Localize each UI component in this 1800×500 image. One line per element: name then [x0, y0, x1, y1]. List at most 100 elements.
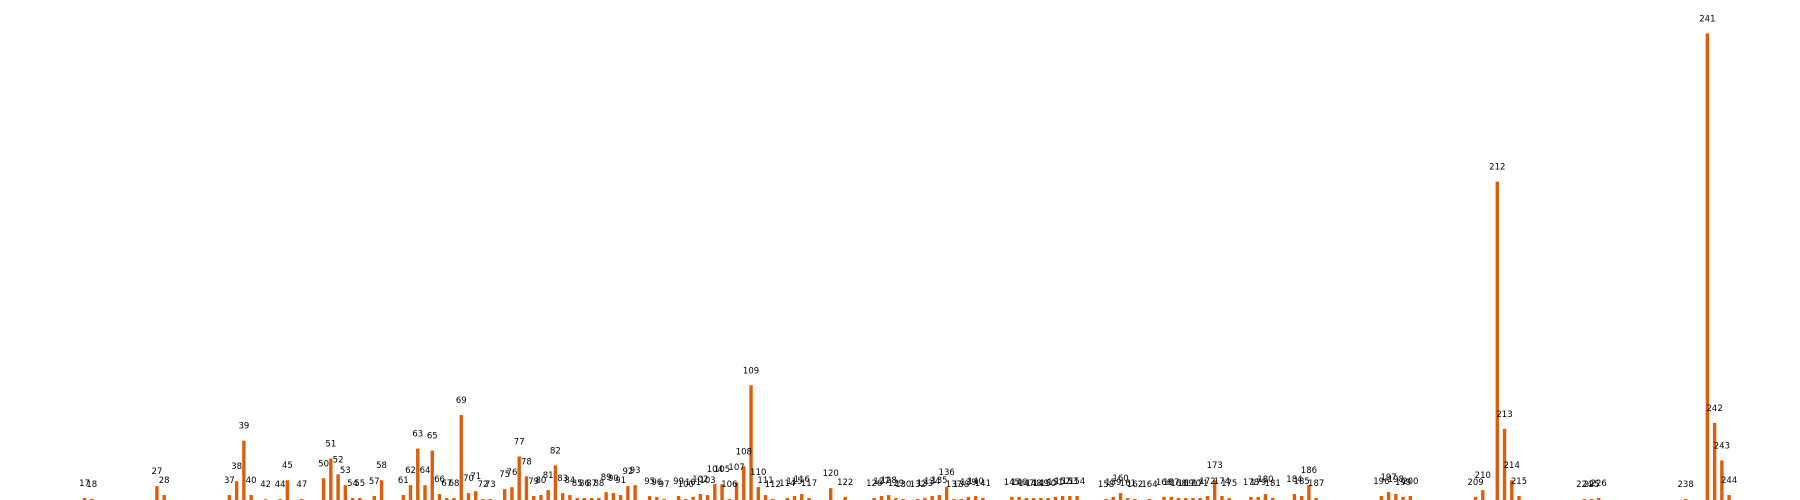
data-label-75: 75: [499, 470, 510, 480]
bar-55: [358, 498, 362, 500]
bar-159: [1111, 497, 1115, 500]
bar-152: [1060, 496, 1065, 500]
bar-95: [647, 496, 652, 500]
data-label-51: 51: [325, 439, 336, 449]
bar-51: [329, 458, 333, 500]
data-label-85: 85: [572, 479, 583, 489]
bar-104: [713, 484, 717, 500]
data-label-150: 150: [1040, 479, 1056, 489]
bar-52: [336, 474, 340, 500]
data-label-178: 178: [1243, 478, 1259, 488]
bar-84: [568, 495, 572, 500]
data-label-179: 179: [1250, 478, 1266, 488]
bar-134: [930, 496, 934, 500]
bar-187: [1314, 498, 1318, 500]
bar-175: [1227, 498, 1231, 500]
data-label-210: 210: [1475, 471, 1491, 481]
data-label-82: 82: [550, 446, 561, 456]
bar-168: [1176, 498, 1181, 500]
bar-45: [285, 480, 290, 500]
data-label-90: 90: [608, 474, 619, 484]
bar-184: [1292, 494, 1297, 500]
data-label-166: 166: [1156, 478, 1172, 488]
bar-68: [452, 498, 456, 500]
data-label-106: 106: [721, 480, 737, 490]
data-label-95: 95: [644, 477, 655, 487]
bar-89: [604, 492, 608, 500]
bar-213: [1502, 428, 1507, 500]
bar-96: [655, 497, 659, 500]
bar-37: [227, 495, 232, 500]
data-label-141: 141: [975, 479, 991, 489]
bar-17: [82, 498, 87, 500]
bar-181: [1270, 498, 1275, 500]
bar-64: [423, 485, 427, 500]
data-label-73: 73: [485, 480, 496, 490]
data-label-62: 62: [405, 466, 416, 476]
data-label-117: 117: [801, 479, 817, 489]
bar-145: [1010, 497, 1014, 500]
bar-53: [343, 485, 348, 500]
bar-226: [1597, 498, 1601, 500]
data-label-149: 149: [1033, 479, 1049, 489]
data-label-187: 187: [1308, 479, 1324, 489]
bar-127: [879, 496, 884, 500]
bar-196: [1379, 496, 1384, 500]
bar-171: [1198, 498, 1202, 500]
data-label-139: 139: [960, 478, 976, 488]
data-label-138: 138: [953, 480, 969, 490]
data-label-50: 50: [318, 459, 329, 469]
bar-147: [1024, 498, 1029, 500]
bar-129: [894, 498, 898, 500]
data-label-77: 77: [514, 438, 525, 448]
data-label-44: 44: [275, 480, 286, 490]
bar-92: [626, 486, 630, 500]
data-label-213: 213: [1496, 410, 1512, 420]
data-label-137: 137: [946, 480, 962, 490]
bar-111: [763, 495, 768, 500]
bar-114: [785, 498, 789, 500]
bar-166: [1162, 497, 1166, 500]
data-label-146: 146: [1011, 478, 1027, 488]
bar-80: [539, 495, 543, 500]
data-label-153: 153: [1062, 477, 1078, 487]
data-label-212: 212: [1489, 163, 1505, 173]
data-label-154: 154: [1069, 477, 1085, 487]
bar-141: [981, 498, 985, 500]
data-label-114: 114: [779, 479, 795, 489]
data-label-67: 67: [441, 479, 452, 489]
bar-244: [1727, 495, 1731, 500]
bar-174: [1220, 496, 1224, 500]
data-label-243: 243: [1714, 441, 1730, 451]
bar-28: [162, 495, 166, 500]
bar-62: [408, 485, 413, 500]
data-label-130: 130: [895, 480, 911, 490]
bar-76: [510, 487, 514, 500]
data-label-136: 136: [939, 468, 955, 478]
data-label-66: 66: [434, 475, 445, 485]
data-label-242: 242: [1707, 404, 1723, 414]
bar-139: [966, 497, 971, 500]
data-label-18: 18: [86, 480, 97, 490]
bar-69: [459, 414, 463, 500]
data-label-109: 109: [743, 366, 759, 376]
data-label-86: 86: [579, 479, 590, 489]
bar-186: [1307, 485, 1311, 500]
bar-63: [416, 448, 420, 500]
data-label-52: 52: [333, 455, 344, 465]
bar-81: [546, 490, 550, 500]
data-label-199: 199: [1395, 478, 1411, 488]
data-label-71: 71: [470, 472, 481, 482]
data-label-101: 101: [685, 478, 701, 488]
data-label-54: 54: [347, 479, 358, 489]
data-label-169: 169: [1178, 479, 1194, 489]
bar-110: [756, 487, 760, 500]
bar-88: [597, 498, 601, 500]
data-label-96: 96: [651, 478, 662, 488]
data-label-185: 185: [1294, 477, 1310, 487]
bar-148: [1031, 498, 1036, 500]
data-label-57: 57: [369, 477, 380, 487]
bar-135: [937, 495, 942, 500]
data-label-238: 238: [1678, 480, 1694, 490]
